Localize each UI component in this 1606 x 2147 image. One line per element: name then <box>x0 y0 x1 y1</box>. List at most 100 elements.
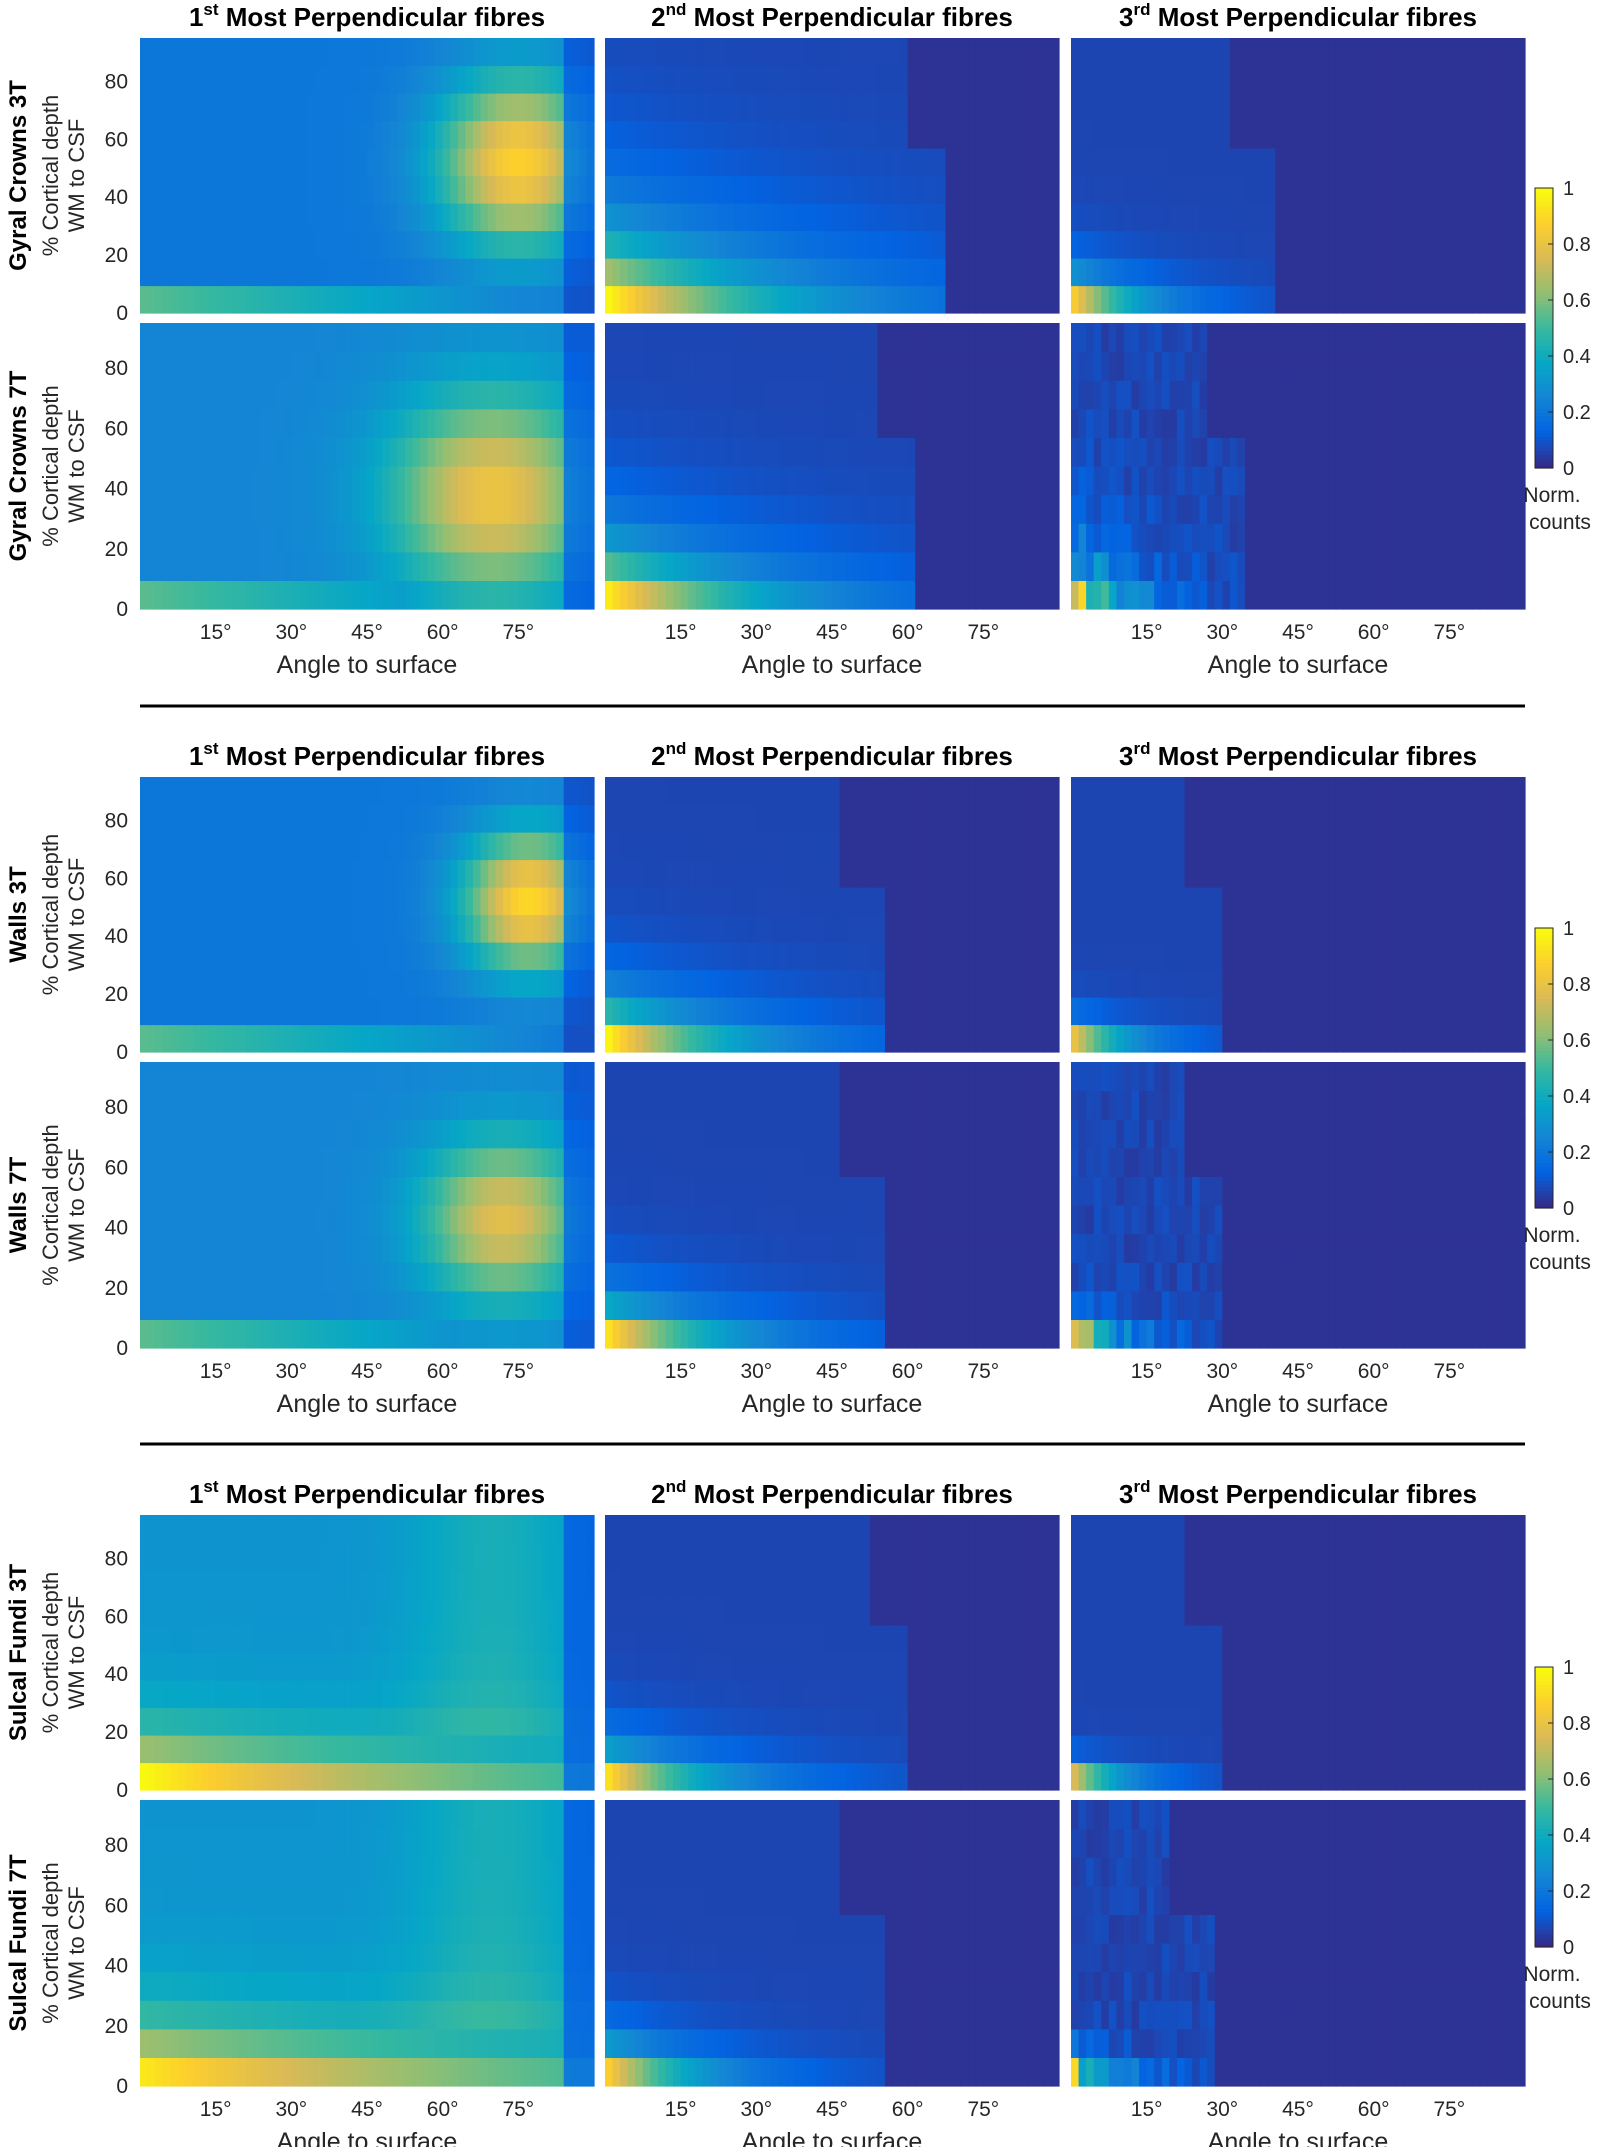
heatmap-cell <box>208 494 217 524</box>
colorbar-step <box>1535 307 1553 312</box>
heatmap-cell <box>465 175 474 204</box>
heatmap-cell <box>472 437 482 467</box>
heatmap-cell <box>367 859 376 888</box>
heatmap-cell <box>208 1024 217 1053</box>
heatmap-cell <box>907 437 916 467</box>
heatmap-cell <box>756 777 765 806</box>
heatmap-cell <box>1517 175 1526 204</box>
heatmap-cell <box>351 408 361 438</box>
heatmap-cell <box>1123 551 1133 581</box>
heatmap-cell <box>990 351 1000 381</box>
heatmap-cell <box>771 914 780 943</box>
heatmap-cell <box>688 148 697 177</box>
heatmap-cell <box>642 380 651 410</box>
heatmap-cell <box>839 148 848 177</box>
heatmap-cell <box>472 175 482 204</box>
heatmap-cell <box>673 887 682 916</box>
heatmap-cell <box>321 777 330 806</box>
heatmap-cell <box>794 203 803 232</box>
heatmap-cell <box>718 997 727 1026</box>
heatmap-cell <box>1021 777 1030 806</box>
heatmap-cell <box>465 1024 474 1053</box>
heatmap-cell <box>1403 65 1413 94</box>
heatmap-cell <box>1479 408 1488 438</box>
heatmap-cell <box>374 997 383 1026</box>
heatmap-cell <box>1184 203 1193 232</box>
heatmap-cell <box>1021 285 1030 314</box>
heatmap-cell <box>170 969 179 998</box>
heatmap-cell <box>1028 466 1037 496</box>
heatmap-cell <box>869 323 878 353</box>
heatmap-cell <box>306 580 315 610</box>
heatmap-cell <box>382 230 391 259</box>
heatmap-cell <box>382 887 391 916</box>
heatmap-cell <box>442 859 451 888</box>
heatmap-cell <box>359 230 368 259</box>
heatmap-cell <box>847 437 856 467</box>
heatmap-cell <box>673 380 682 410</box>
heatmap-cell <box>253 777 262 806</box>
heatmap-cell <box>488 437 497 467</box>
heatmap-cell <box>627 258 636 287</box>
heatmap-cell <box>556 203 565 232</box>
heatmap-cell <box>1199 494 1208 524</box>
heatmap-cell <box>869 258 878 287</box>
heatmap-cell <box>1006 804 1015 833</box>
heatmap-cell <box>1154 580 1163 610</box>
heatmap-cell <box>518 914 527 943</box>
heatmap-cell <box>533 120 542 149</box>
heatmap-cell <box>1449 551 1458 581</box>
heatmap-cell <box>741 258 750 287</box>
heatmap-cell <box>1071 258 1080 287</box>
heatmap-cell <box>862 777 871 806</box>
heatmap-cell <box>268 437 277 467</box>
heatmap-cell <box>1108 1024 1117 1053</box>
heatmap-cell <box>824 942 833 971</box>
heatmap-cell <box>1487 93 1496 122</box>
heatmap-cell <box>1161 494 1170 524</box>
heatmap-cell <box>1237 408 1246 438</box>
heatmap-cell <box>541 859 550 888</box>
heatmap-cell <box>503 408 512 438</box>
heatmap-cell <box>990 437 1000 467</box>
heatmap-cell <box>945 380 954 410</box>
heatmap-cell <box>185 258 194 287</box>
heatmap-cell <box>741 38 750 67</box>
heatmap-cell <box>657 93 667 122</box>
heatmap-cell <box>605 258 614 287</box>
heatmap-cell <box>450 323 459 353</box>
heatmap-cell <box>1071 65 1080 94</box>
heatmap-cell <box>374 380 383 410</box>
heatmap-cell <box>442 120 451 149</box>
heatmap-cell <box>427 148 436 177</box>
heatmap-cell <box>642 203 651 232</box>
heatmap-cell <box>1146 148 1155 177</box>
heatmap-cell <box>688 230 697 259</box>
heatmap-cell <box>937 494 947 524</box>
heatmap-cell <box>900 942 909 971</box>
heatmap-cell <box>155 1024 164 1053</box>
heatmap-cell <box>1131 38 1140 67</box>
heatmap-cell <box>673 285 682 314</box>
heatmap-cell <box>1502 120 1511 149</box>
heatmap-cell <box>541 1024 550 1053</box>
heatmap-cell <box>556 777 565 806</box>
heatmap-cell <box>680 65 689 94</box>
heatmap-cell <box>930 351 939 381</box>
heatmap-cell <box>541 551 550 581</box>
heatmap-cell <box>801 942 810 971</box>
heatmap-cell <box>1146 258 1155 287</box>
heatmap-cell <box>1403 203 1413 232</box>
heatmap-cell <box>578 832 588 861</box>
heatmap-cell <box>1305 580 1314 610</box>
heatmap-cell <box>884 203 894 232</box>
heatmap-cell <box>223 175 232 204</box>
heatmap-cell <box>1101 120 1110 149</box>
heatmap-cell <box>612 832 621 861</box>
heatmap-cell <box>457 466 466 496</box>
heatmap-cell <box>170 351 179 381</box>
heatmap-cell <box>192 551 202 581</box>
heatmap-cell <box>518 38 527 67</box>
heatmap-cell <box>1245 351 1254 381</box>
heatmap-cell <box>945 942 954 971</box>
